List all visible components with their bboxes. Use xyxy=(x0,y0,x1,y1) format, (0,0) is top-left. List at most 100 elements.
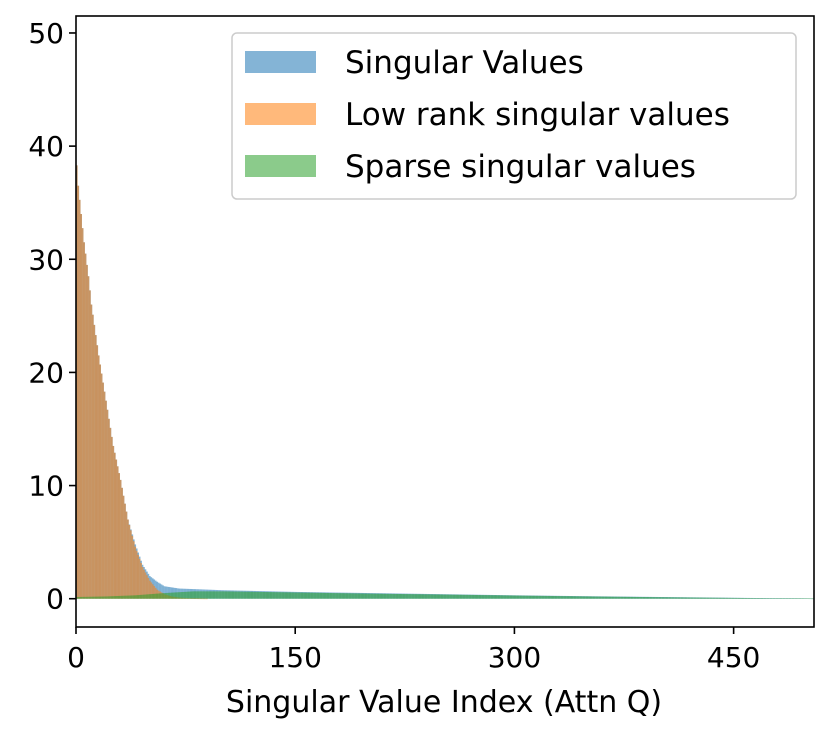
legend-label: Sparse singular values xyxy=(345,149,696,185)
bar xyxy=(469,594,471,599)
bar xyxy=(197,591,199,599)
bar xyxy=(379,593,382,599)
bar xyxy=(210,591,213,599)
bar xyxy=(83,242,85,599)
bar xyxy=(480,595,483,599)
bar xyxy=(118,595,120,599)
bar xyxy=(116,596,119,599)
bar xyxy=(76,165,78,599)
bar xyxy=(340,593,343,599)
bar xyxy=(154,587,157,599)
bar xyxy=(634,596,636,599)
bar xyxy=(657,597,660,599)
bar xyxy=(559,596,562,599)
bar xyxy=(84,596,87,599)
bar xyxy=(656,597,658,599)
bar xyxy=(251,591,253,599)
bar xyxy=(736,597,739,599)
bar xyxy=(444,594,446,599)
bar xyxy=(97,596,100,599)
bar xyxy=(401,594,404,599)
bar xyxy=(198,591,201,599)
bar xyxy=(702,597,705,599)
bar xyxy=(77,596,80,599)
bar xyxy=(77,185,80,599)
bar xyxy=(412,594,414,599)
bar xyxy=(295,592,297,599)
bar xyxy=(448,594,451,599)
bar xyxy=(498,595,500,599)
bar xyxy=(175,592,177,599)
bar xyxy=(356,593,359,599)
bar xyxy=(802,598,804,599)
bar xyxy=(821,599,823,600)
bar xyxy=(350,593,353,599)
bar xyxy=(533,595,536,599)
bar xyxy=(97,355,100,599)
bar xyxy=(504,595,506,599)
bar xyxy=(168,592,170,599)
bar xyxy=(707,597,709,599)
bar xyxy=(189,591,192,599)
bar xyxy=(111,596,113,599)
bar xyxy=(632,596,635,599)
bar xyxy=(761,598,763,599)
bar xyxy=(724,597,727,599)
bar xyxy=(464,594,467,599)
bar xyxy=(809,598,812,600)
bar xyxy=(489,595,492,599)
bar xyxy=(184,591,186,599)
bar xyxy=(119,595,122,599)
bar xyxy=(169,592,172,599)
bar xyxy=(698,597,701,599)
bar xyxy=(817,599,819,600)
bar xyxy=(776,598,778,599)
bar xyxy=(188,591,191,599)
bar xyxy=(219,591,221,599)
bar xyxy=(790,598,793,599)
bar xyxy=(618,596,620,599)
bar xyxy=(282,592,284,599)
bar xyxy=(302,592,305,599)
bar xyxy=(536,595,538,599)
bar xyxy=(748,598,750,599)
bar xyxy=(276,592,278,599)
bar xyxy=(455,594,458,599)
bar xyxy=(121,487,123,599)
bar xyxy=(165,592,167,599)
bar xyxy=(778,598,781,599)
bar xyxy=(128,524,131,599)
bar xyxy=(80,596,82,599)
bar xyxy=(619,596,622,599)
bar xyxy=(308,592,310,599)
bar xyxy=(729,597,731,599)
bar xyxy=(667,597,670,599)
bar xyxy=(140,594,142,599)
bar xyxy=(700,597,702,599)
bar xyxy=(290,592,293,599)
bar xyxy=(435,594,438,599)
bar xyxy=(784,598,787,599)
series-1 xyxy=(76,165,208,600)
bar xyxy=(233,591,236,599)
bar xyxy=(795,598,797,599)
bar xyxy=(385,593,388,599)
bar xyxy=(453,594,455,599)
bar xyxy=(78,199,81,599)
bar xyxy=(263,591,265,599)
bar xyxy=(621,596,623,599)
bar xyxy=(242,591,245,599)
bar xyxy=(206,591,208,599)
bar xyxy=(214,591,217,599)
bar xyxy=(477,595,480,599)
bar xyxy=(564,596,566,599)
bar xyxy=(257,591,259,599)
bar xyxy=(157,593,160,599)
bar xyxy=(134,546,137,599)
legend-label: Low rank singular values xyxy=(345,97,730,133)
bar xyxy=(347,593,350,599)
bar xyxy=(546,595,549,599)
bar xyxy=(331,593,334,599)
bar xyxy=(273,592,275,599)
bar xyxy=(238,591,240,599)
